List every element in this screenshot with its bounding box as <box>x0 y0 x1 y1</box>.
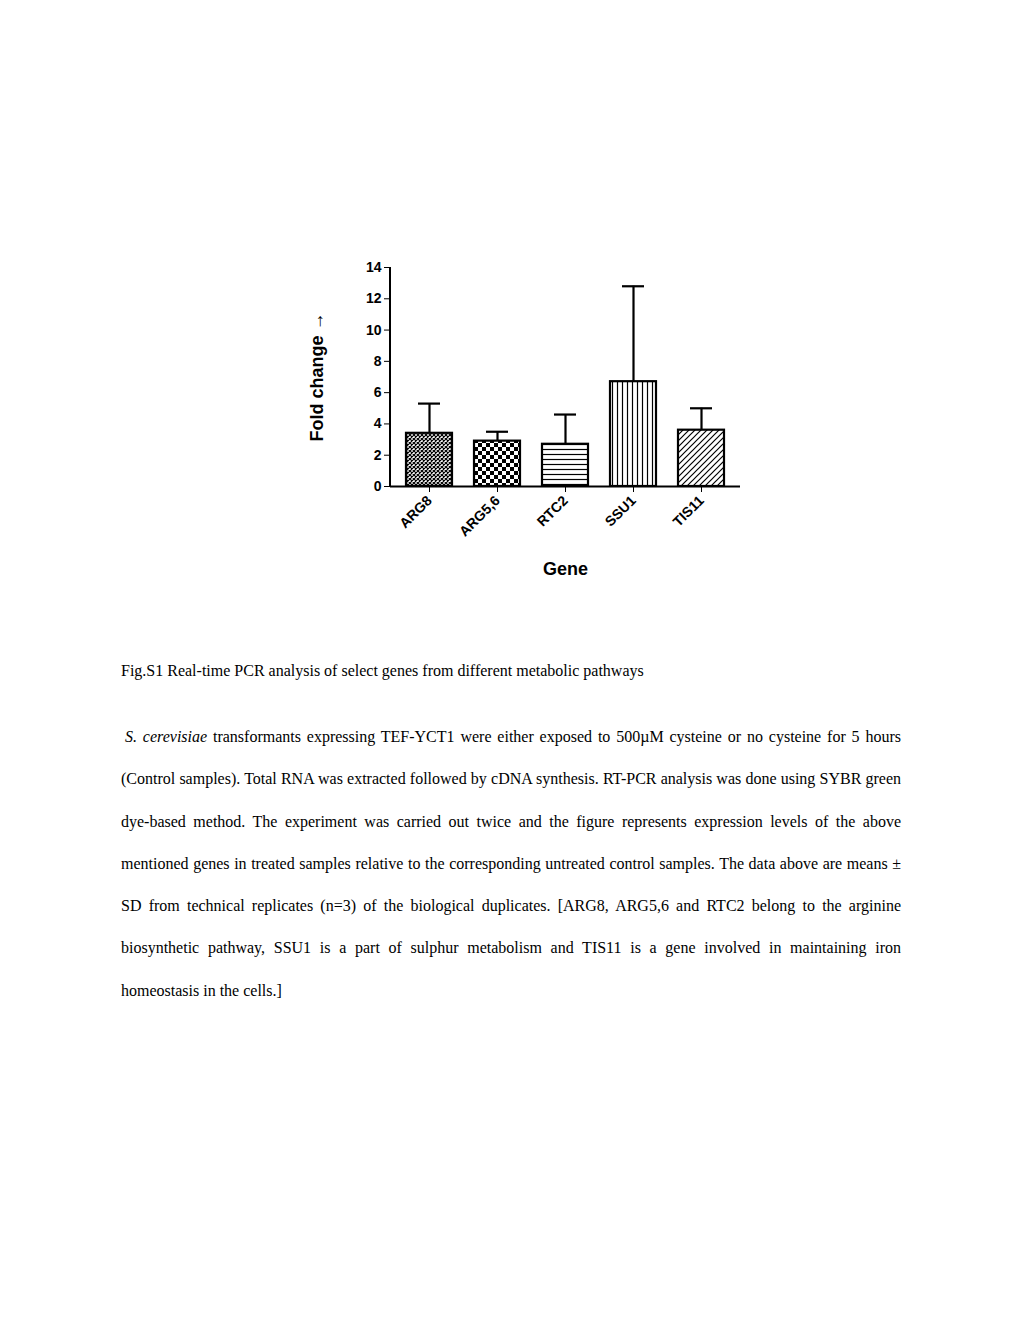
svg-text:ARG5,6: ARG5,6 <box>456 492 503 539</box>
svg-text:4: 4 <box>374 415 382 431</box>
svg-text:SSU1: SSU1 <box>602 492 639 529</box>
svg-text:14: 14 <box>366 259 382 275</box>
svg-text:RTC2: RTC2 <box>534 492 571 529</box>
svg-text:12: 12 <box>366 290 382 306</box>
svg-text:10: 10 <box>366 322 382 338</box>
svg-text:6: 6 <box>374 384 382 400</box>
svg-text:TIS11: TIS11 <box>670 492 707 529</box>
svg-text:8: 8 <box>374 353 382 369</box>
html-text:S. cerevisiae transformants ex: S. cerevisiae transformants expressing T… <box>121 728 901 999</box>
svg-text:Gene: Gene <box>543 559 588 579</box>
svg-text:0: 0 <box>374 478 382 494</box>
svg-text:ARG8: ARG8 <box>396 492 435 531</box>
svg-text:2: 2 <box>374 447 382 463</box>
html-text:Fig.S1 Real-time PCR analysis: Fig.S1 Real-time PCR analysis of select … <box>121 662 644 679</box>
svg-text:Fold change →: Fold change → <box>307 312 327 441</box>
